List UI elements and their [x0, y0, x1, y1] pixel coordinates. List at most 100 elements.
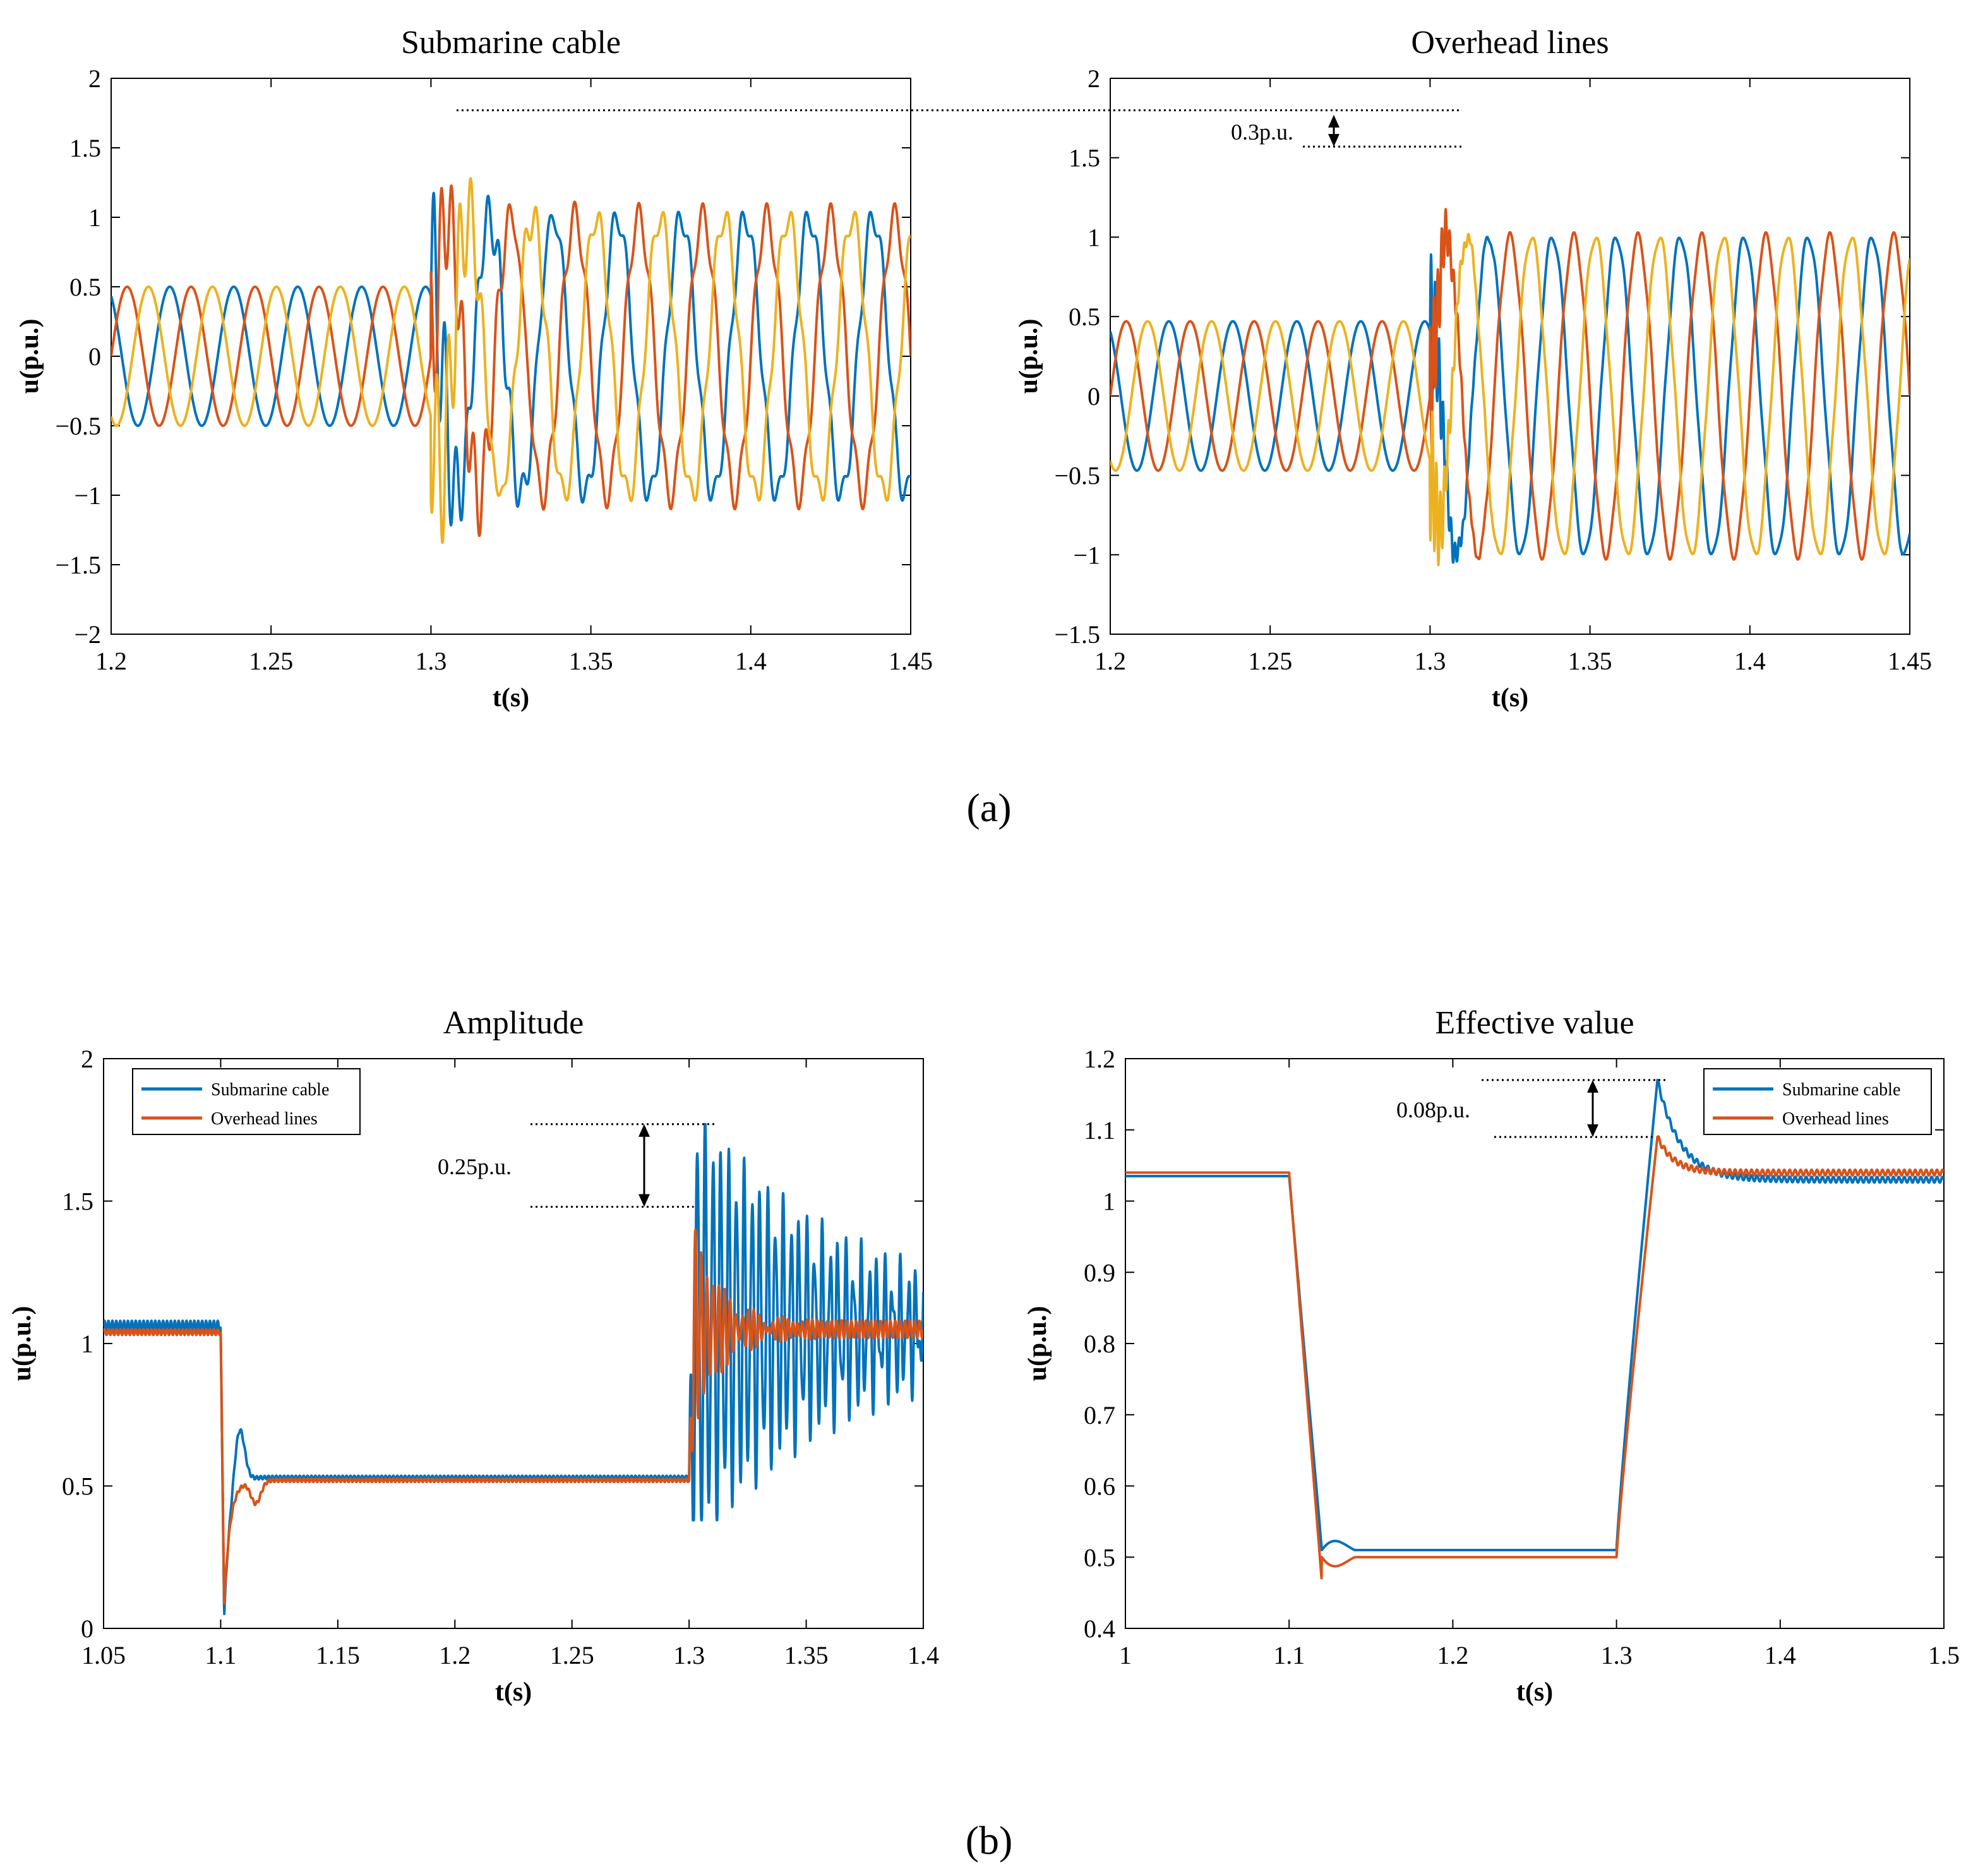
- series-line-2: [104, 1229, 923, 1605]
- plot-layer: 1.2 1.25 1.3 1.35 1.4 1.45 −2 −1.5 −1 −0.5 0 0.5 1 1.…: [8, 25, 1960, 1707]
- legend: Submarine cable Overhead lines: [132, 1068, 361, 1135]
- series-line-1: [111, 191, 911, 527]
- chart-title: Overhead lines: [1411, 25, 1609, 61]
- y-tick-label: −0.5: [1054, 462, 1100, 490]
- x-tick-label: 1.45: [889, 647, 933, 675]
- x-tick-label: 1.05: [81, 1641, 126, 1669]
- plot-area: [104, 1122, 923, 1616]
- x-tick-label: 1.2: [439, 1641, 471, 1669]
- y-tick-label: 1.5: [69, 134, 101, 162]
- y-tick-label: 0.8: [1084, 1330, 1115, 1358]
- plot-area: [111, 177, 911, 544]
- legend-label: Submarine cable: [211, 1080, 329, 1100]
- y-tick-label: 1.5: [1069, 144, 1100, 172]
- x-tick-label: 1.3: [415, 647, 447, 675]
- annotation-arrow-head-down: [1328, 134, 1340, 147]
- chart-overhead-lines-voltage: 1.2 1.25 1.3 1.35 1.4 1.45 −1.5 −1 −0.5 0 0.5 1 1.5 2…: [1014, 25, 1932, 713]
- y-tick-label: 2: [88, 64, 101, 93]
- x-tick-label: 1.15: [316, 1641, 360, 1669]
- y-tick-label: 0.5: [1084, 1543, 1115, 1572]
- chart-title: Amplitude: [443, 1005, 584, 1041]
- legend-box: [132, 1068, 361, 1135]
- chart-title: Effective value: [1435, 1005, 1634, 1041]
- y-tick-label: −1: [74, 481, 101, 510]
- y-tick-label: 0: [81, 1614, 93, 1643]
- x-tick-label: 1.25: [550, 1641, 594, 1669]
- x-tick-label: 1.5: [1928, 1641, 1960, 1669]
- y-tick-label: 0.5: [62, 1472, 93, 1501]
- series-line-2: [111, 184, 911, 538]
- legend-label: Submarine cable: [1782, 1080, 1900, 1100]
- chart-effective-value: 1 1.1 1.2 1.3 1.4 1.5 0.4 0.5 0.6 0.7 0.8 0.9 1 1.1 1.…: [1023, 1005, 1960, 1707]
- legend: Submarine cable Overhead lines: [1703, 1068, 1932, 1135]
- y-tick-label: 1: [1088, 223, 1100, 251]
- y-tick-label: 1.2: [1084, 1045, 1115, 1073]
- x-axis-label: t(s): [495, 1678, 532, 1707]
- panel-label-a: (a): [966, 785, 1011, 830]
- x-axis-label: t(s): [1516, 1678, 1553, 1707]
- chart-title: Submarine cable: [401, 25, 621, 61]
- x-tick-label: 1.2: [1094, 647, 1126, 675]
- x-tick-label: 1.35: [569, 647, 613, 675]
- series-line-1: [104, 1122, 923, 1616]
- legend-label: Overhead lines: [1782, 1109, 1889, 1129]
- y-tick-label: 1: [88, 203, 101, 232]
- y-tick-label: 0: [1088, 382, 1100, 411]
- y-tick-label: 0.5: [69, 273, 101, 301]
- y-tick-label: 0.5: [1069, 303, 1100, 331]
- annotation: 0.08p.u.: [1396, 1079, 1666, 1138]
- x-tick-label: 1.2: [95, 647, 127, 675]
- x-tick-label: 1.4: [735, 647, 767, 675]
- y-axis-label: u(p.u.): [1014, 318, 1043, 394]
- x-tick-label: 1.4: [1734, 647, 1766, 675]
- x-tick-label: 1.45: [1888, 647, 1932, 675]
- y-tick-label: 1: [1103, 1188, 1115, 1216]
- annotation: 0.25p.u.: [438, 1123, 717, 1208]
- y-tick-label: 0.7: [1084, 1401, 1115, 1429]
- chart-submarine-cable-voltage: 1.2 1.25 1.3 1.35 1.4 1.45 −2 −1.5 −1 −0.5 0 0.5 1 1.…: [15, 25, 933, 713]
- y-axis-label: u(p.u.): [15, 318, 44, 394]
- annotation-text: 0.25p.u.: [438, 1154, 512, 1179]
- plot-area: [1125, 1078, 1944, 1580]
- y-axis-label: u(p.u.): [8, 1306, 37, 1381]
- panel-label-b: (b): [966, 1818, 1013, 1863]
- y-tick-label: −1: [1073, 541, 1100, 569]
- legend-label: Overhead lines: [211, 1109, 318, 1129]
- y-tick-label: −2: [74, 620, 101, 649]
- x-tick-label: 1: [1119, 1641, 1132, 1669]
- axes-box: [111, 78, 911, 635]
- series-line-3: [111, 177, 911, 544]
- y-tick-label: 2: [1088, 64, 1100, 93]
- series-line-2: [1110, 208, 1910, 561]
- annotation: 0.3p.u.: [1231, 114, 1463, 148]
- y-tick-label: 0.9: [1084, 1258, 1115, 1287]
- x-tick-label: 1.4: [908, 1641, 939, 1669]
- annotation-arrow-head-up: [1587, 1079, 1598, 1093]
- y-tick-label: −1.5: [1054, 620, 1100, 649]
- x-tick-label: 1.3: [673, 1641, 705, 1669]
- x-axis-label: t(s): [493, 683, 529, 713]
- series-line-1: [1125, 1078, 1944, 1551]
- annotation-arrow-head-up: [1328, 114, 1340, 128]
- x-tick-label: 1.25: [1248, 647, 1292, 675]
- y-tick-label: −0.5: [55, 412, 101, 440]
- x-tick-label: 1.4: [1765, 1641, 1796, 1669]
- x-tick-label: 1.35: [1568, 647, 1612, 675]
- y-tick-label: 0.6: [1084, 1472, 1115, 1501]
- y-tick-label: 1.5: [62, 1188, 93, 1216]
- annotation-arrow-head-up: [638, 1124, 650, 1137]
- x-tick-label: 1.1: [205, 1641, 236, 1669]
- x-tick-label: 1.3: [1601, 1641, 1633, 1669]
- axes-box: [1125, 1058, 1945, 1629]
- y-tick-label: 2: [81, 1045, 93, 1073]
- chart-amplitude: 1.05 1.1 1.15 1.2 1.25 1.3 1.35 1.4 0 0.5 1 1.5 2 Amp…: [8, 1005, 939, 1707]
- axes-box: [1110, 78, 1910, 635]
- x-tick-label: 1.2: [1437, 1641, 1468, 1669]
- x-tick-label: 1.1: [1273, 1641, 1305, 1669]
- y-axis-label: u(p.u.): [1023, 1306, 1052, 1381]
- y-tick-label: 1.1: [1084, 1116, 1115, 1145]
- x-tick-label: 1.25: [249, 647, 293, 675]
- y-tick-label: 0: [88, 342, 101, 371]
- annotation-text: 0.3p.u.: [1231, 119, 1293, 145]
